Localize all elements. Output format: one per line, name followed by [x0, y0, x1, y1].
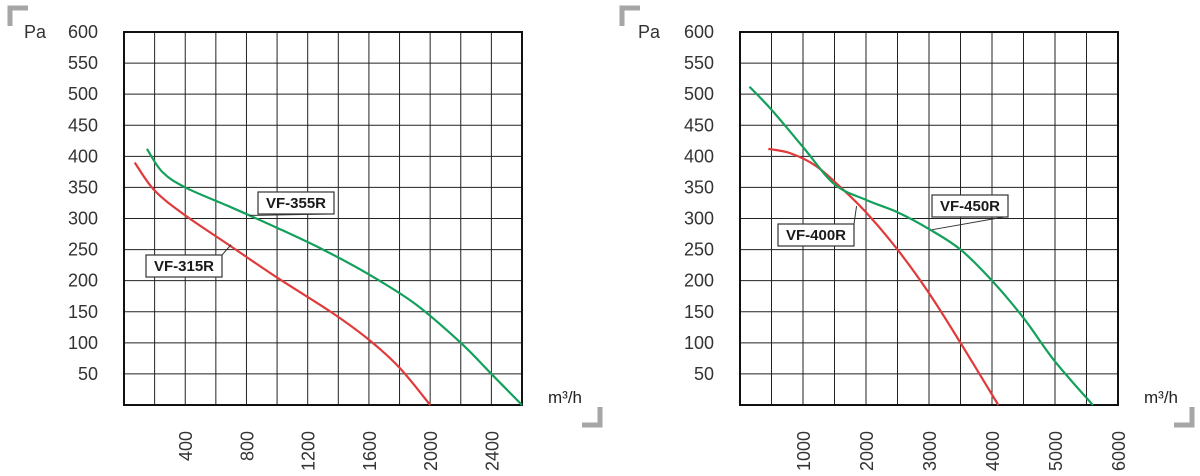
series-line-vf-450r [748, 85, 1094, 406]
y-tick-label: 400 [684, 146, 714, 166]
y-tick-label: 600 [68, 22, 98, 42]
y-tick-label: 400 [68, 146, 98, 166]
x-tick-label: 1200 [299, 431, 319, 471]
y-tick-label: 150 [684, 302, 714, 322]
corner-bracket-bottom-right [1174, 407, 1195, 428]
y-tick-label: 200 [68, 271, 98, 291]
x-tick-label: 1000 [794, 431, 814, 471]
callout-leader [221, 244, 232, 256]
y-tick-label: 100 [68, 333, 98, 353]
y-tick-label: 300 [68, 209, 98, 229]
callout-box [145, 254, 223, 278]
y-tick-label: 50 [78, 364, 98, 384]
callout-box [931, 194, 1009, 218]
y-tick-label: 100 [684, 333, 714, 353]
x-tick-label: 2000 [857, 431, 877, 471]
x-tick-label: 6000 [1109, 431, 1129, 471]
chart-2: 600 550 500 450 400 350 300 250 200 150 100 50 Pa 100… [619, 5, 1195, 471]
x-tick-label: 2400 [482, 431, 502, 471]
y-tick-label: 350 [68, 177, 98, 197]
corner-bracket-bottom-right [582, 407, 603, 428]
series-label-vf-355r: VF-355R [266, 195, 326, 212]
x-axis-label: m³/h [548, 388, 582, 407]
x-tick-label: 5000 [1046, 431, 1066, 471]
y-tick-label: 600 [684, 22, 714, 42]
x-tick-label: 2000 [421, 431, 441, 471]
x-tick-label: 3000 [920, 431, 940, 471]
plot-frame [739, 31, 1119, 406]
x-axis-label: m³/h [1144, 388, 1178, 407]
y-tick-label: 50 [694, 364, 714, 384]
chart-1: 600 550 500 450 400 350 300 250 200 150 100 50 Pa 400… [7, 5, 603, 471]
callout-leader [853, 205, 858, 225]
y-tick-label: 450 [68, 115, 98, 135]
series-label-vf-315r: VF-315R [154, 258, 214, 275]
y-tick-label: 250 [684, 240, 714, 260]
series-label-vf-400r: VF-400R [786, 227, 846, 244]
y-tick-label: 200 [684, 271, 714, 291]
callout-box [257, 191, 335, 215]
y-tick-label: 250 [68, 240, 98, 260]
corner-bracket-top-left [7, 5, 28, 26]
y-tick-label: 300 [684, 209, 714, 229]
series-line-vf-315r [133, 161, 432, 406]
y-axis-label: Pa [638, 22, 661, 42]
x-tick-label: 400 [176, 431, 196, 461]
y-tick-label: 450 [684, 115, 714, 135]
y-tick-label: 500 [68, 84, 98, 104]
series-line-vf-355r [146, 148, 523, 406]
y-tick-label: 150 [68, 302, 98, 322]
y-tick-label: 550 [68, 53, 98, 73]
y-tick-label: 350 [684, 177, 714, 197]
x-tick-label: 4000 [983, 431, 1003, 471]
x-tick-label: 800 [237, 431, 257, 461]
series-label-vf-450r: VF-450R [940, 198, 1000, 215]
callout-box [777, 223, 855, 247]
corner-bracket-top-left [619, 5, 640, 26]
y-axis-label: Pa [24, 22, 47, 42]
x-tick-label: 1600 [360, 431, 380, 471]
y-tick-label: 550 [684, 53, 714, 73]
plot-frame [123, 31, 523, 406]
callout-leader [932, 216, 1005, 231]
series-line-vf-400r [768, 147, 1000, 406]
y-tick-label: 500 [684, 84, 714, 104]
